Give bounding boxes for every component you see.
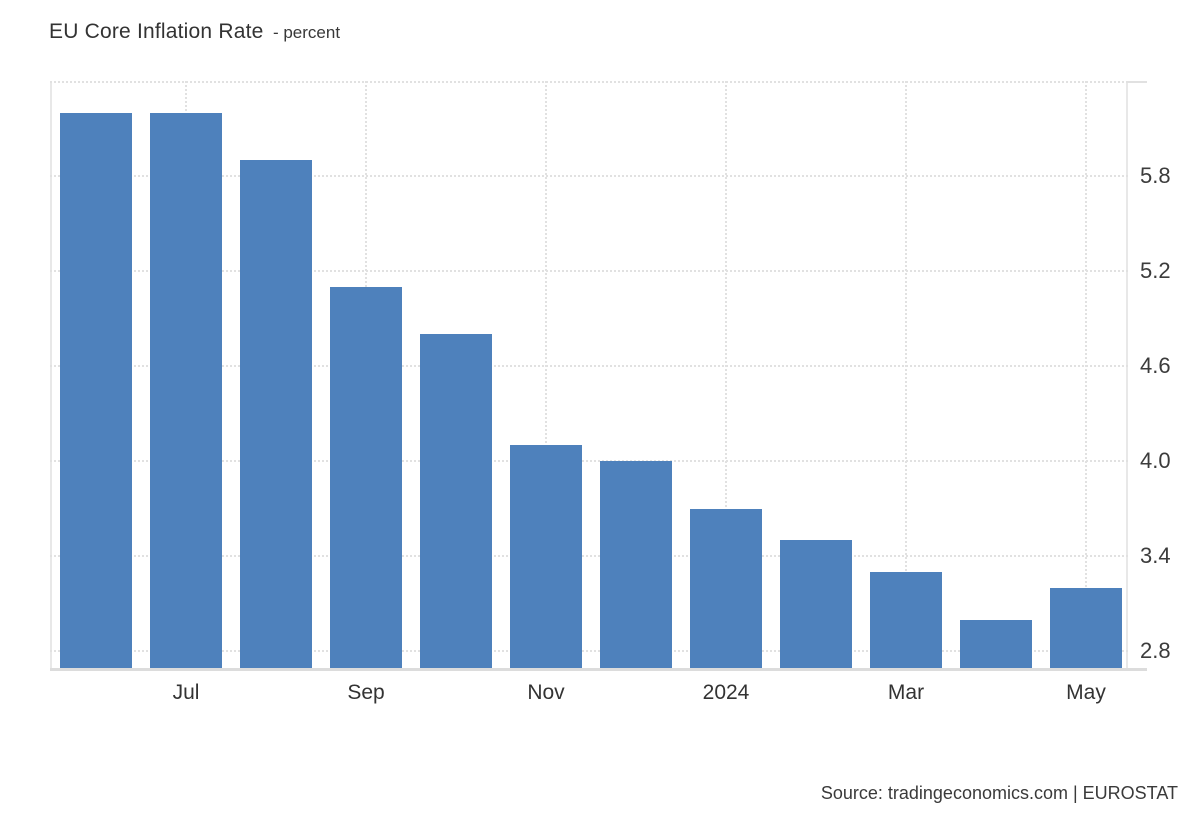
v-gridline-nov [545,81,547,671]
x-tick-label-sep: Sep [347,681,385,704]
bar-apr[interactable] [960,619,1032,671]
y-tick-label-5.8: 5.8 [1140,163,1171,188]
chart-title-text: EU Core Inflation Rate [49,20,264,43]
v-gridline-mar [905,81,907,671]
h-gridline-5.8 [50,175,1128,177]
source-attribution: Source: tradingeconomics.com | EUROSTAT [820,783,1178,803]
h-gridline-3.4 [50,555,1128,557]
v-gridline-2024 [725,81,727,671]
h-gridline-2.8 [50,650,1128,652]
h-gridline-4.6 [50,365,1128,367]
x-tick-label-jul: Jul [172,681,200,704]
top-axis-tick [1128,81,1147,83]
h-gridline-5.2 [50,270,1128,272]
h-gridline-4 [50,460,1128,462]
plot-left-border [50,81,52,671]
bar-jul[interactable] [150,112,222,671]
y-tick-label-5.2: 5.2 [1140,258,1171,283]
plot-area [50,81,1128,671]
bar-feb[interactable] [780,540,852,671]
x-tick-label-nov: Nov [527,681,565,704]
bar-sep[interactable] [330,286,402,671]
chart-subtitle-text: - percent [272,23,341,42]
x-tick-label-may: May [1066,681,1106,704]
y-tick-label-2.8: 2.8 [1140,638,1171,663]
h-gridline-6.4 [50,81,1128,83]
x-tick-label-mar: Mar [887,681,925,704]
x-axis-line [50,668,1147,671]
x-tick-label-2024: 2024 [702,681,750,704]
bar-aug[interactable] [240,160,312,671]
bar-dec[interactable] [600,461,672,671]
page-title: EU Core Inflation Rate - percent [49,20,340,44]
y-tick-label-3.4: 3.4 [1140,543,1171,568]
bar-mar[interactable] [870,572,942,671]
v-gridline-may [1085,81,1087,671]
bar-jan[interactable] [690,508,762,671]
y-tick-label-4.6: 4.6 [1140,353,1171,378]
bar-jun[interactable] [60,112,132,671]
bar-may[interactable] [1050,587,1122,671]
y-tick-label-4.0: 4.0 [1140,448,1171,473]
bar-oct[interactable] [420,334,492,671]
bar-nov[interactable] [510,445,582,671]
plot-right-border [1126,81,1128,671]
